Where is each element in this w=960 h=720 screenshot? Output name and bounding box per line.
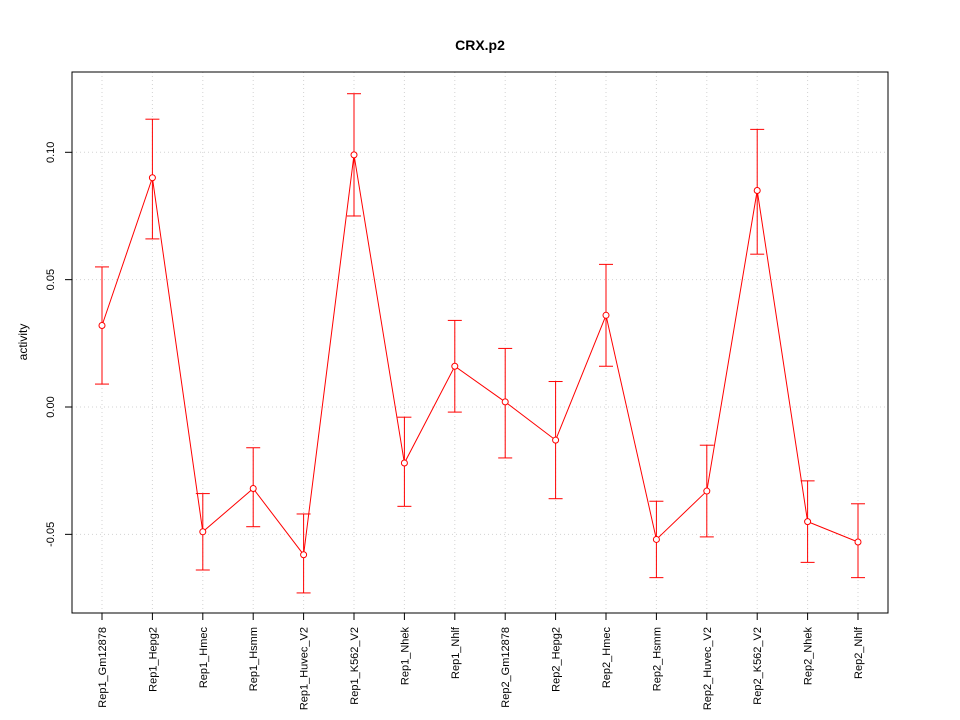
- data-point: [350, 151, 358, 159]
- y-axis: -0.05 0.00 0.05 0.10: [45, 142, 73, 547]
- data-point: [148, 174, 156, 182]
- chart-title: CRX.p2: [455, 37, 505, 53]
- x-tick-label: Rep2_Nhlf: [853, 626, 865, 679]
- x-axis: Rep1_Gm12878 Rep1_Hepg2 Rep1_Hmec Rep1_Hsmm…: [97, 612, 865, 710]
- data-point: [451, 362, 459, 370]
- x-tick-label: Rep1_Hmec: [198, 627, 210, 689]
- x-tick-label: Rep1_Gm12878: [97, 627, 109, 708]
- data-point: [249, 485, 257, 493]
- x-tick-label: Rep2_Gm12878: [500, 627, 512, 708]
- y-tick-label: 0.00: [45, 396, 57, 417]
- data-point: [98, 321, 106, 329]
- y-axis-label: activity: [16, 324, 30, 361]
- data-point: [501, 398, 509, 406]
- series-line: [101, 154, 859, 557]
- y-tick-label: 0.05: [45, 269, 57, 290]
- data-point: [602, 311, 610, 319]
- data-point: [854, 538, 862, 546]
- x-tick-label: Rep1_Hsmm: [248, 627, 260, 691]
- x-tick-label: Rep2_Hsmm: [651, 627, 663, 691]
- x-tick-label: Rep1_Nhlf: [450, 626, 462, 679]
- x-tick-label: Rep2_Hepg2: [551, 627, 563, 692]
- y-tick-label: -0.05: [45, 522, 57, 547]
- data-point: [753, 187, 761, 195]
- x-tick-label: Rep1_Huvec_V2: [299, 627, 311, 710]
- x-tick-label: Rep2_K562_V2: [752, 627, 764, 705]
- data-point: [552, 436, 560, 444]
- plot-frame: [71, 71, 889, 614]
- data-point: [199, 528, 207, 536]
- data-point: [703, 487, 711, 495]
- x-tick-label: Rep2_Huvec_V2: [702, 627, 714, 710]
- x-tick-label: Rep2_Hmec: [601, 627, 613, 689]
- grid: [72, 72, 888, 613]
- x-tick-label: Rep1_Hepg2: [147, 627, 159, 692]
- series: [95, 93, 865, 594]
- data-point: [300, 551, 308, 559]
- x-tick-label: Rep1_K562_V2: [349, 627, 361, 705]
- data-point: [400, 459, 408, 467]
- x-tick-label: Rep1_Nhek: [399, 627, 411, 686]
- data-point: [804, 518, 812, 526]
- data-point: [652, 535, 660, 543]
- x-tick-label: Rep2_Nhek: [803, 627, 815, 686]
- y-tick-label: 0.10: [45, 142, 57, 163]
